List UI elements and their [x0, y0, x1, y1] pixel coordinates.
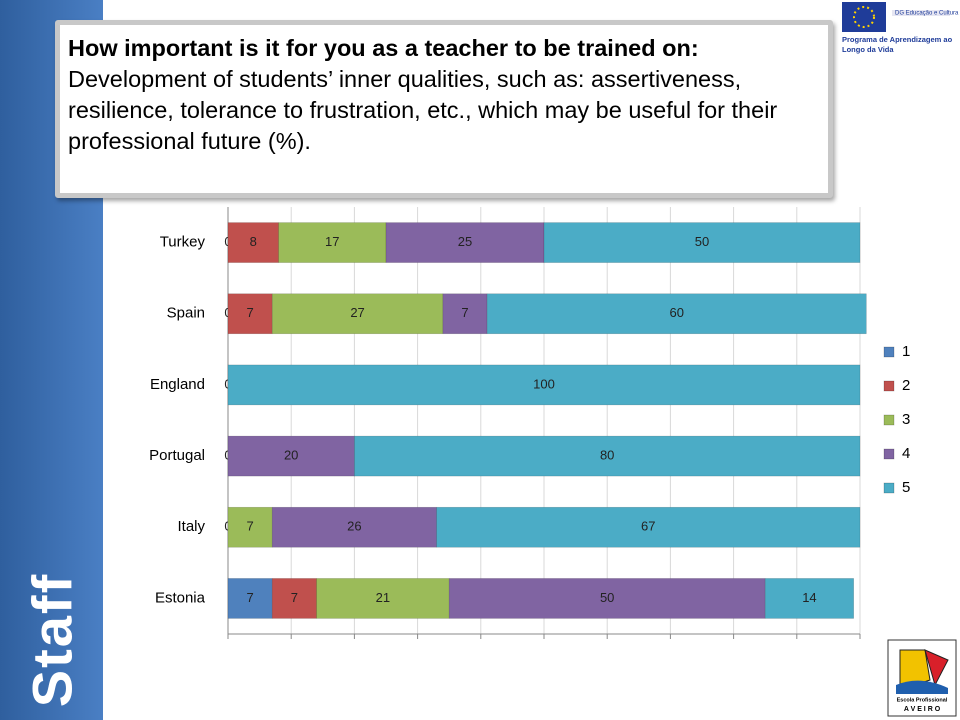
- legend-label: 4: [902, 445, 910, 462]
- data-label: 27: [350, 305, 364, 320]
- data-label: 17: [325, 234, 339, 249]
- bar-segment: [385, 222, 545, 263]
- y-tick-label: Estonia: [155, 589, 206, 606]
- eu-banner: [892, 10, 950, 16]
- title-box: How important is it for you as a teacher…: [55, 20, 833, 198]
- data-label: 7: [461, 305, 468, 320]
- eu-text: Programa de Aprendizagem ao: [842, 35, 953, 44]
- bar-segment: [227, 506, 273, 548]
- legend-label: 5: [902, 479, 910, 496]
- data-label: 20: [284, 448, 298, 463]
- data-label: 67: [641, 519, 655, 534]
- bar-segment: [227, 364, 861, 406]
- legend-swatch: [883, 380, 895, 392]
- school-logo: Escola Profissional A V E I R O: [887, 639, 957, 717]
- data-label: 14: [802, 590, 816, 605]
- school-text: Escola Profissional: [897, 697, 948, 703]
- legend-label: 1: [902, 343, 910, 360]
- bar-segment: [227, 222, 279, 263]
- y-tick-label: England: [150, 376, 205, 393]
- y-tick-label: Spain: [167, 305, 205, 322]
- school-shape: [924, 649, 949, 687]
- legend-swatch: [883, 448, 895, 460]
- bar-segment: [436, 506, 861, 548]
- title-bold: How important is it for you as a teacher…: [68, 35, 699, 61]
- legend-label: 2: [902, 377, 910, 394]
- school-shape: [896, 680, 948, 694]
- eu-text: Longo da Vida: [842, 45, 894, 54]
- data-label: 7: [291, 590, 298, 605]
- y-tick-label: Italy: [177, 518, 205, 535]
- eu-stars: [853, 6, 875, 28]
- data-label: 25: [458, 234, 472, 249]
- data-label: 7: [247, 590, 254, 605]
- data-label: 8: [250, 234, 257, 249]
- data-label: 21: [376, 590, 390, 605]
- data-label: 80: [600, 448, 614, 463]
- bar-segment: [227, 293, 273, 335]
- data-label: 100: [533, 376, 555, 391]
- data-label: 26: [347, 519, 361, 534]
- school-shape: [899, 649, 931, 691]
- data-label: 60: [669, 305, 683, 320]
- bar-segment: [316, 578, 450, 619]
- bar-segment: [354, 435, 861, 477]
- legend-swatch: [883, 482, 895, 494]
- bar-segment: [271, 506, 437, 548]
- legend-label: 3: [902, 411, 910, 428]
- eu-logo: DG Educação e Cultura Programa de Aprend…: [842, 2, 959, 54]
- chart-title: How important is it for you as a teacher…: [68, 33, 828, 157]
- data-label: 50: [600, 590, 614, 605]
- bar-segment: [271, 578, 317, 619]
- bar-segment: [486, 293, 867, 335]
- bar-segment: [543, 222, 861, 263]
- bar-segment: [442, 293, 488, 335]
- legend-swatch: [883, 346, 895, 358]
- data-label: 50: [695, 234, 709, 249]
- y-tick-label: Turkey: [160, 234, 206, 251]
- legend-swatch: [883, 414, 895, 426]
- school-text: A V E I R O: [904, 706, 941, 713]
- title-text: Development of students’ inner qualities…: [68, 66, 778, 154]
- bar-segment: [764, 578, 854, 619]
- bar-segment: [227, 578, 273, 619]
- bar-segment: [448, 578, 766, 619]
- eu-text: DG Educação e Cultura: [895, 11, 959, 17]
- data-label: 7: [247, 305, 254, 320]
- bar-segment: [271, 293, 444, 335]
- y-tick-label: Portugal: [149, 447, 205, 464]
- data-label: 7: [247, 519, 254, 534]
- bar-segment: [227, 435, 355, 477]
